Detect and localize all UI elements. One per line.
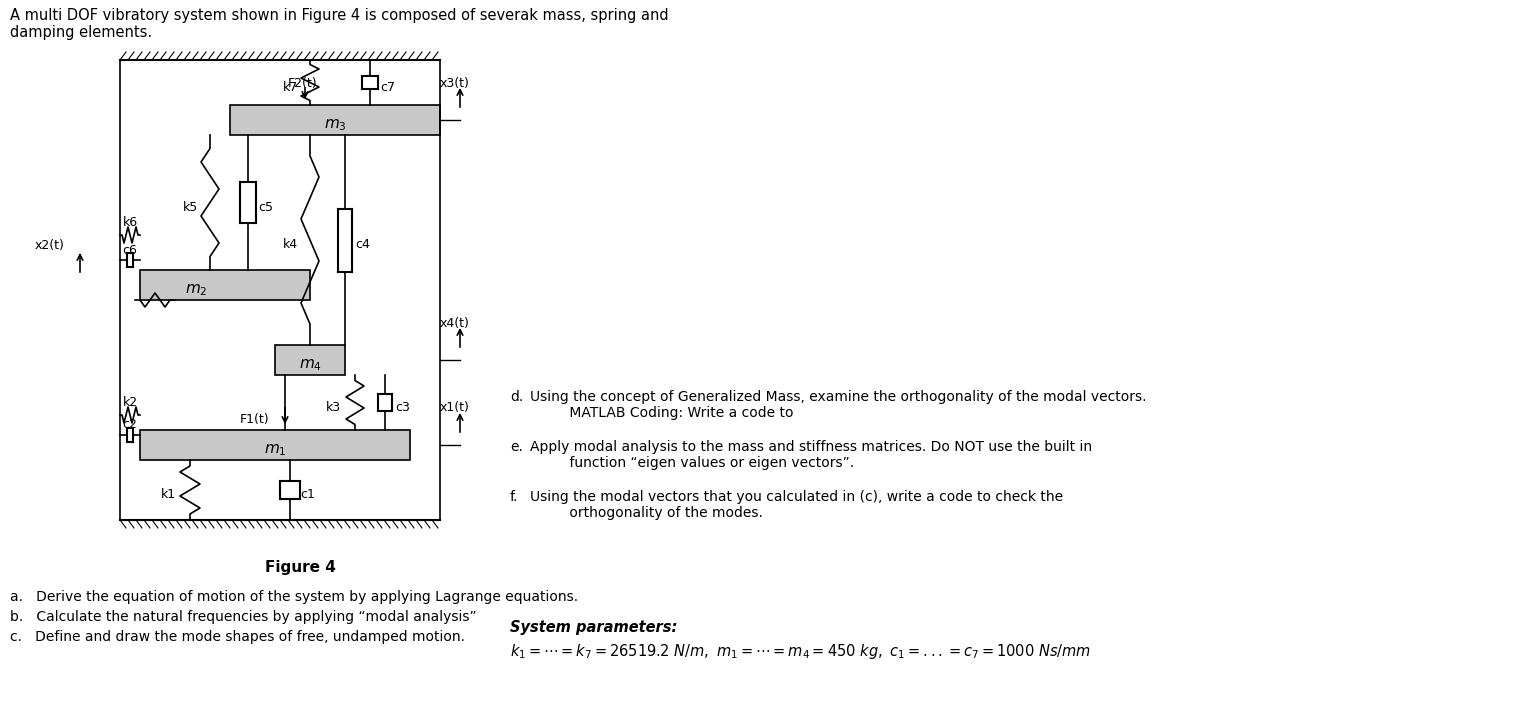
Text: c4: c4 bbox=[355, 238, 371, 252]
Text: c.   Define and draw the mode shapes of free, undamped motion.: c. Define and draw the mode shapes of fr… bbox=[11, 630, 465, 644]
Text: c1: c1 bbox=[300, 489, 316, 501]
Text: k1: k1 bbox=[160, 489, 175, 501]
Text: d.: d. bbox=[509, 390, 523, 404]
Text: k6: k6 bbox=[122, 216, 137, 230]
Text: k7: k7 bbox=[282, 81, 297, 94]
FancyBboxPatch shape bbox=[140, 430, 410, 460]
Text: x4(t): x4(t) bbox=[441, 317, 470, 329]
FancyBboxPatch shape bbox=[140, 270, 310, 300]
Text: k5: k5 bbox=[183, 201, 198, 214]
Text: e.: e. bbox=[509, 440, 523, 454]
Text: x1(t): x1(t) bbox=[441, 402, 470, 414]
Text: k3: k3 bbox=[325, 401, 340, 414]
Text: c7: c7 bbox=[381, 81, 395, 94]
Text: a.   Derive the equation of motion of the system by applying Lagrange equations.: a. Derive the equation of motion of the … bbox=[11, 590, 578, 604]
Text: System parameters:: System parameters: bbox=[509, 620, 677, 635]
Text: f.: f. bbox=[509, 490, 518, 504]
Text: c5: c5 bbox=[259, 201, 273, 214]
FancyBboxPatch shape bbox=[274, 345, 345, 375]
Text: x2(t): x2(t) bbox=[35, 238, 66, 252]
Text: Figure 4: Figure 4 bbox=[264, 560, 336, 575]
Text: A multi DOF vibratory system shown in Figure 4 is composed of severak mass, spri: A multi DOF vibratory system shown in Fi… bbox=[11, 8, 668, 40]
Text: $m_3$: $m_3$ bbox=[323, 117, 346, 133]
Text: c6: c6 bbox=[122, 243, 137, 257]
Text: F2(t): F2(t) bbox=[288, 76, 317, 90]
Text: b.   Calculate the natural frequencies by applying “modal analysis”: b. Calculate the natural frequencies by … bbox=[11, 610, 477, 624]
Text: c3: c3 bbox=[395, 401, 410, 414]
Text: k4: k4 bbox=[282, 238, 297, 252]
Text: $m_1$: $m_1$ bbox=[264, 442, 287, 458]
Text: Using the modal vectors that you calculated in (c), write a code to check the
  : Using the modal vectors that you calcula… bbox=[531, 490, 1063, 520]
Text: k2: k2 bbox=[122, 397, 137, 409]
Text: $k_1 = \cdots = k_7 = 26519.2\ N/m,\ m_1 = \cdots = m_4 = 450\ kg,\ c_1 = ... = : $k_1 = \cdots = k_7 = 26519.2\ N/m,\ m_1… bbox=[509, 642, 1090, 661]
Text: Apply modal analysis to the mass and stiffness matrices. Do NOT use the built in: Apply modal analysis to the mass and sti… bbox=[531, 440, 1092, 470]
FancyBboxPatch shape bbox=[230, 105, 441, 135]
Text: $m_4$: $m_4$ bbox=[299, 357, 322, 373]
Text: $m_2$: $m_2$ bbox=[186, 282, 207, 298]
Text: x3(t): x3(t) bbox=[441, 76, 470, 90]
Text: Using the concept of Generalized Mass, examine the orthogonality of the modal ve: Using the concept of Generalized Mass, e… bbox=[531, 390, 1147, 420]
Text: c2: c2 bbox=[122, 419, 137, 431]
Text: F1(t): F1(t) bbox=[241, 414, 270, 426]
